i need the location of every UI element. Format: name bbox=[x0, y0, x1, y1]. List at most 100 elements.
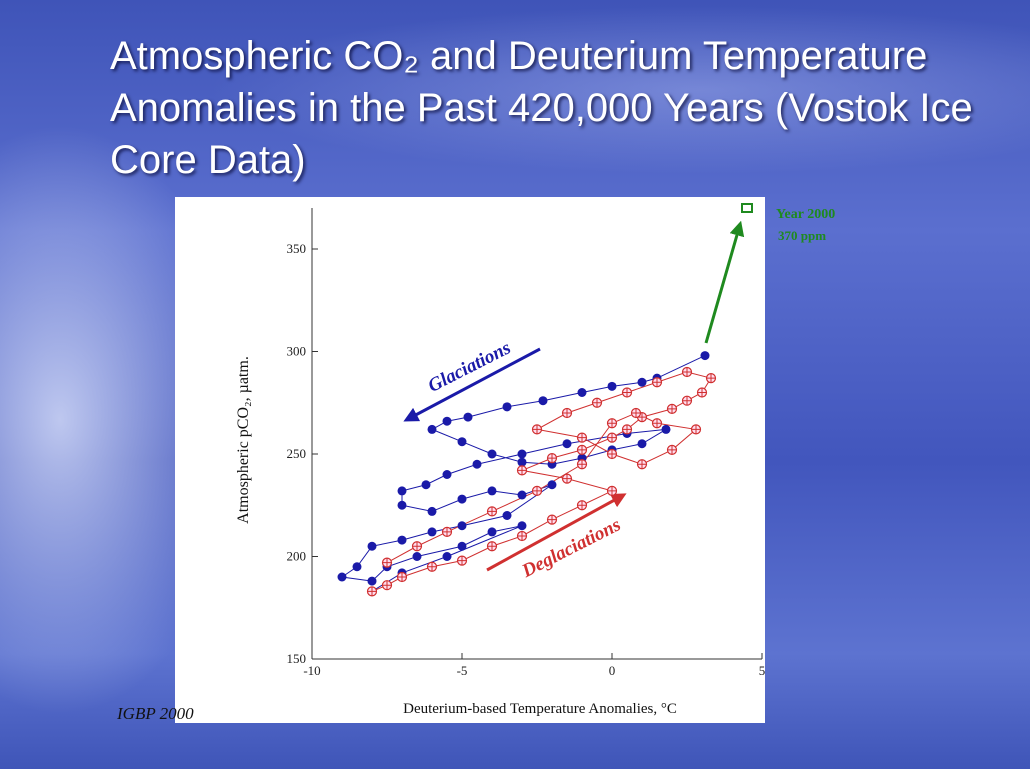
marker-shape bbox=[682, 367, 692, 377]
data-point bbox=[487, 486, 497, 496]
data-point bbox=[666, 403, 678, 414]
y-tick-label: 350 bbox=[287, 241, 307, 256]
y-tick-label: 200 bbox=[287, 549, 307, 564]
marker-shape bbox=[412, 552, 422, 561]
marker-shape bbox=[652, 377, 662, 387]
marker-shape bbox=[487, 486, 497, 496]
data-point bbox=[607, 381, 617, 391]
marker-shape bbox=[427, 424, 437, 434]
data-point bbox=[651, 418, 663, 429]
marker-shape bbox=[592, 398, 602, 408]
marker-shape bbox=[457, 437, 467, 447]
marker-shape bbox=[382, 580, 392, 590]
marker-shape bbox=[367, 541, 377, 551]
marker-shape bbox=[547, 515, 557, 525]
marker-shape bbox=[427, 562, 437, 572]
source-label: IGBP 2000 bbox=[116, 704, 194, 723]
marker-shape bbox=[502, 402, 512, 412]
marker-shape bbox=[502, 511, 512, 520]
data-point bbox=[427, 527, 437, 537]
data-point bbox=[367, 576, 377, 586]
data-point bbox=[457, 437, 467, 447]
marker-shape bbox=[487, 506, 497, 516]
data-point bbox=[606, 448, 618, 460]
marker-shape bbox=[547, 453, 557, 463]
marker-shape bbox=[382, 558, 392, 568]
marker-shape bbox=[463, 412, 473, 422]
marker-shape bbox=[607, 418, 617, 428]
data-point bbox=[531, 485, 543, 496]
marker-shape bbox=[517, 521, 527, 531]
data-point bbox=[561, 407, 573, 419]
marker-shape bbox=[397, 572, 407, 582]
year-2000-arrow bbox=[704, 220, 745, 344]
marker-shape bbox=[697, 388, 707, 397]
data-point bbox=[681, 366, 693, 378]
data-point bbox=[576, 459, 588, 470]
data-point bbox=[576, 444, 588, 455]
data-point bbox=[666, 444, 678, 455]
marker-shape bbox=[487, 527, 497, 537]
data-point bbox=[486, 506, 498, 517]
data-point bbox=[577, 388, 587, 397]
marker-shape bbox=[397, 535, 407, 545]
data-point bbox=[517, 457, 527, 467]
marker-shape bbox=[427, 527, 437, 537]
data-point bbox=[621, 424, 633, 435]
y-tick-label: 300 bbox=[287, 344, 307, 359]
x-axis-label: Deuterium-based Temperature Anomalies, °… bbox=[403, 701, 677, 717]
marker-shape bbox=[517, 490, 527, 500]
chart-panel bbox=[175, 197, 765, 723]
data-point bbox=[661, 424, 671, 434]
data-point bbox=[397, 500, 407, 510]
data-point bbox=[606, 485, 618, 496]
data-point bbox=[690, 424, 702, 435]
marker-shape bbox=[562, 474, 572, 484]
data-point bbox=[421, 480, 431, 490]
data-point bbox=[517, 521, 527, 531]
data-point bbox=[517, 490, 527, 500]
marker-shape bbox=[637, 459, 647, 469]
data-point bbox=[441, 526, 453, 538]
data-point bbox=[457, 541, 467, 551]
marker-shape bbox=[487, 449, 497, 459]
data-point bbox=[576, 500, 588, 511]
marker-shape bbox=[562, 408, 572, 418]
marker-shape bbox=[442, 416, 452, 426]
marker-shape bbox=[607, 486, 617, 496]
data-point bbox=[442, 470, 452, 479]
marker-shape bbox=[442, 552, 452, 561]
marker-shape bbox=[427, 506, 437, 516]
marker-shape bbox=[442, 470, 452, 479]
data-point bbox=[516, 465, 528, 476]
marker-shape bbox=[547, 480, 557, 490]
data-point bbox=[352, 562, 362, 572]
marker-shape bbox=[337, 572, 347, 582]
marker-shape bbox=[457, 494, 467, 504]
marker-shape bbox=[457, 541, 467, 551]
marker-shape bbox=[457, 556, 467, 566]
data-point bbox=[397, 535, 407, 545]
data-point bbox=[442, 416, 452, 426]
marker-shape bbox=[667, 404, 677, 414]
marker-shape bbox=[517, 457, 527, 467]
data-point bbox=[502, 402, 512, 412]
data-point bbox=[456, 555, 468, 566]
data-point bbox=[381, 580, 393, 591]
x-tick-label: -5 bbox=[457, 663, 468, 678]
glaciation-arrow bbox=[403, 347, 541, 422]
data-point bbox=[463, 412, 473, 422]
data-point bbox=[637, 439, 647, 449]
data-point bbox=[457, 521, 467, 531]
marker-shape bbox=[691, 424, 701, 434]
data-point bbox=[606, 432, 618, 443]
marker-shape bbox=[700, 351, 710, 361]
data-point bbox=[381, 557, 393, 568]
marker-shape bbox=[637, 377, 647, 387]
data-point bbox=[427, 506, 437, 516]
y-tick-label: 250 bbox=[287, 446, 307, 461]
marker-shape bbox=[741, 203, 753, 213]
marker-shape bbox=[682, 396, 692, 406]
marker-shape bbox=[517, 531, 527, 541]
